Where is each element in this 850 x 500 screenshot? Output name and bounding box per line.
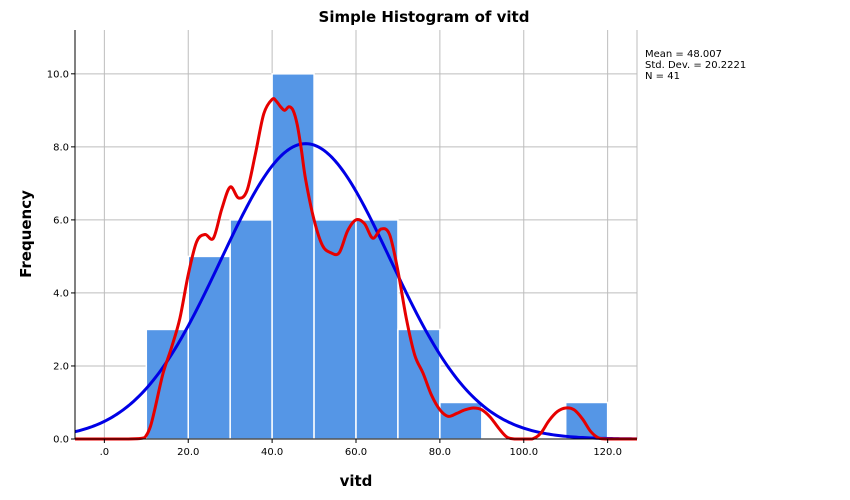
y-tick-label: 6.0 xyxy=(53,215,69,226)
y-tick-label: 10.0 xyxy=(47,69,69,80)
tick-labels: 0.0 2.0 4.0 6.0 8.0 10.0 .0 20.0 40.0 60.0 80.0 100… xyxy=(47,69,622,458)
histogram-bar xyxy=(271,73,315,440)
histogram-bars xyxy=(145,73,609,440)
stats-mean: Mean = 48.007 xyxy=(645,49,722,60)
chart-title: Simple Histogram of vitd xyxy=(319,8,530,26)
histogram-bar xyxy=(397,328,441,440)
histogram-bar xyxy=(355,219,399,440)
x-tick-label: 80.0 xyxy=(429,447,451,458)
x-tick-label: 120.0 xyxy=(593,447,622,458)
x-tick-label: .0 xyxy=(100,447,110,458)
x-tick-label: 100.0 xyxy=(509,447,538,458)
stats-std-dev: Std. Dev. = 20.2221 xyxy=(645,60,746,71)
y-tick-label: 8.0 xyxy=(53,142,69,153)
histogram-bar xyxy=(229,219,273,440)
stats-box: Mean = 48.007 Std. Dev. = 20.2221 N = 41 xyxy=(645,49,746,82)
stats-n: N = 41 xyxy=(645,71,680,82)
axes xyxy=(71,30,637,443)
x-axis-label: vitd xyxy=(340,472,373,490)
histogram-bar xyxy=(313,219,357,440)
y-tick-label: 0.0 xyxy=(53,435,69,446)
x-tick-label: 40.0 xyxy=(261,447,283,458)
y-tick-label: 2.0 xyxy=(53,361,69,372)
x-tick-label: 20.0 xyxy=(177,447,199,458)
y-tick-label: 4.0 xyxy=(53,288,69,299)
grid-lines xyxy=(75,30,638,440)
y-axis-label: Frequency xyxy=(17,190,35,278)
x-tick-label: 60.0 xyxy=(345,447,367,458)
